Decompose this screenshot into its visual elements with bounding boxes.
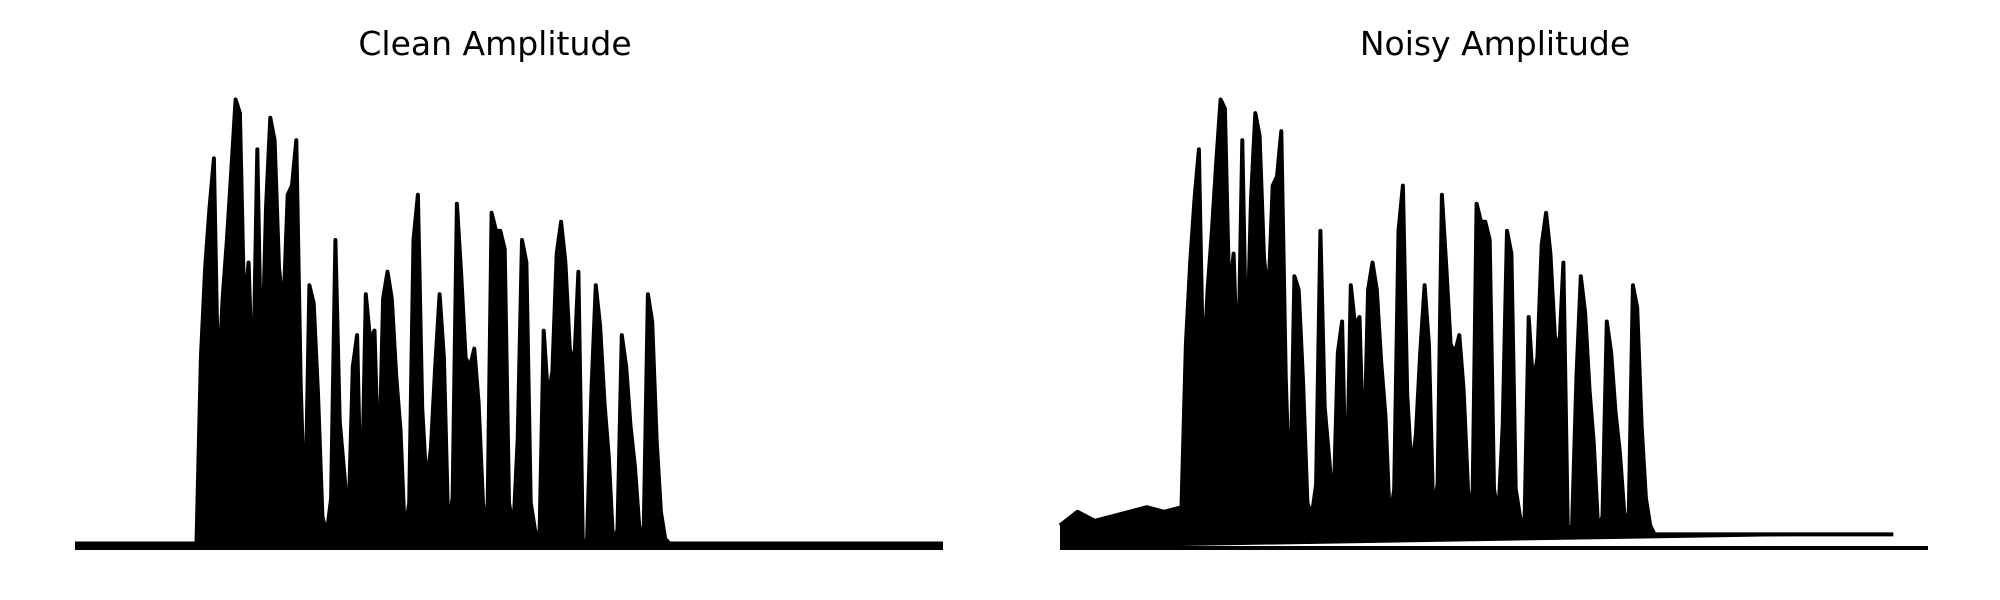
clean-amplitude-title: Clean Amplitude: [358, 24, 632, 63]
noisy-amplitude-panel: Noisy Amplitude: [1000, 0, 2000, 600]
amplitude-area: [75, 99, 943, 548]
amplitude-line: [75, 97, 943, 546]
noisy-amplitude-plot: [1058, 97, 1928, 550]
amplitude-line: [1058, 97, 1894, 537]
noisy-amplitude-marks: [1058, 97, 1928, 550]
clean-amplitude-panel: Clean Amplitude: [75, 24, 943, 550]
clean-amplitude-plot: [75, 97, 943, 550]
clean-amplitude-marks: [75, 97, 943, 550]
noisy-amplitude-title: Noisy Amplitude: [1359, 24, 1631, 63]
